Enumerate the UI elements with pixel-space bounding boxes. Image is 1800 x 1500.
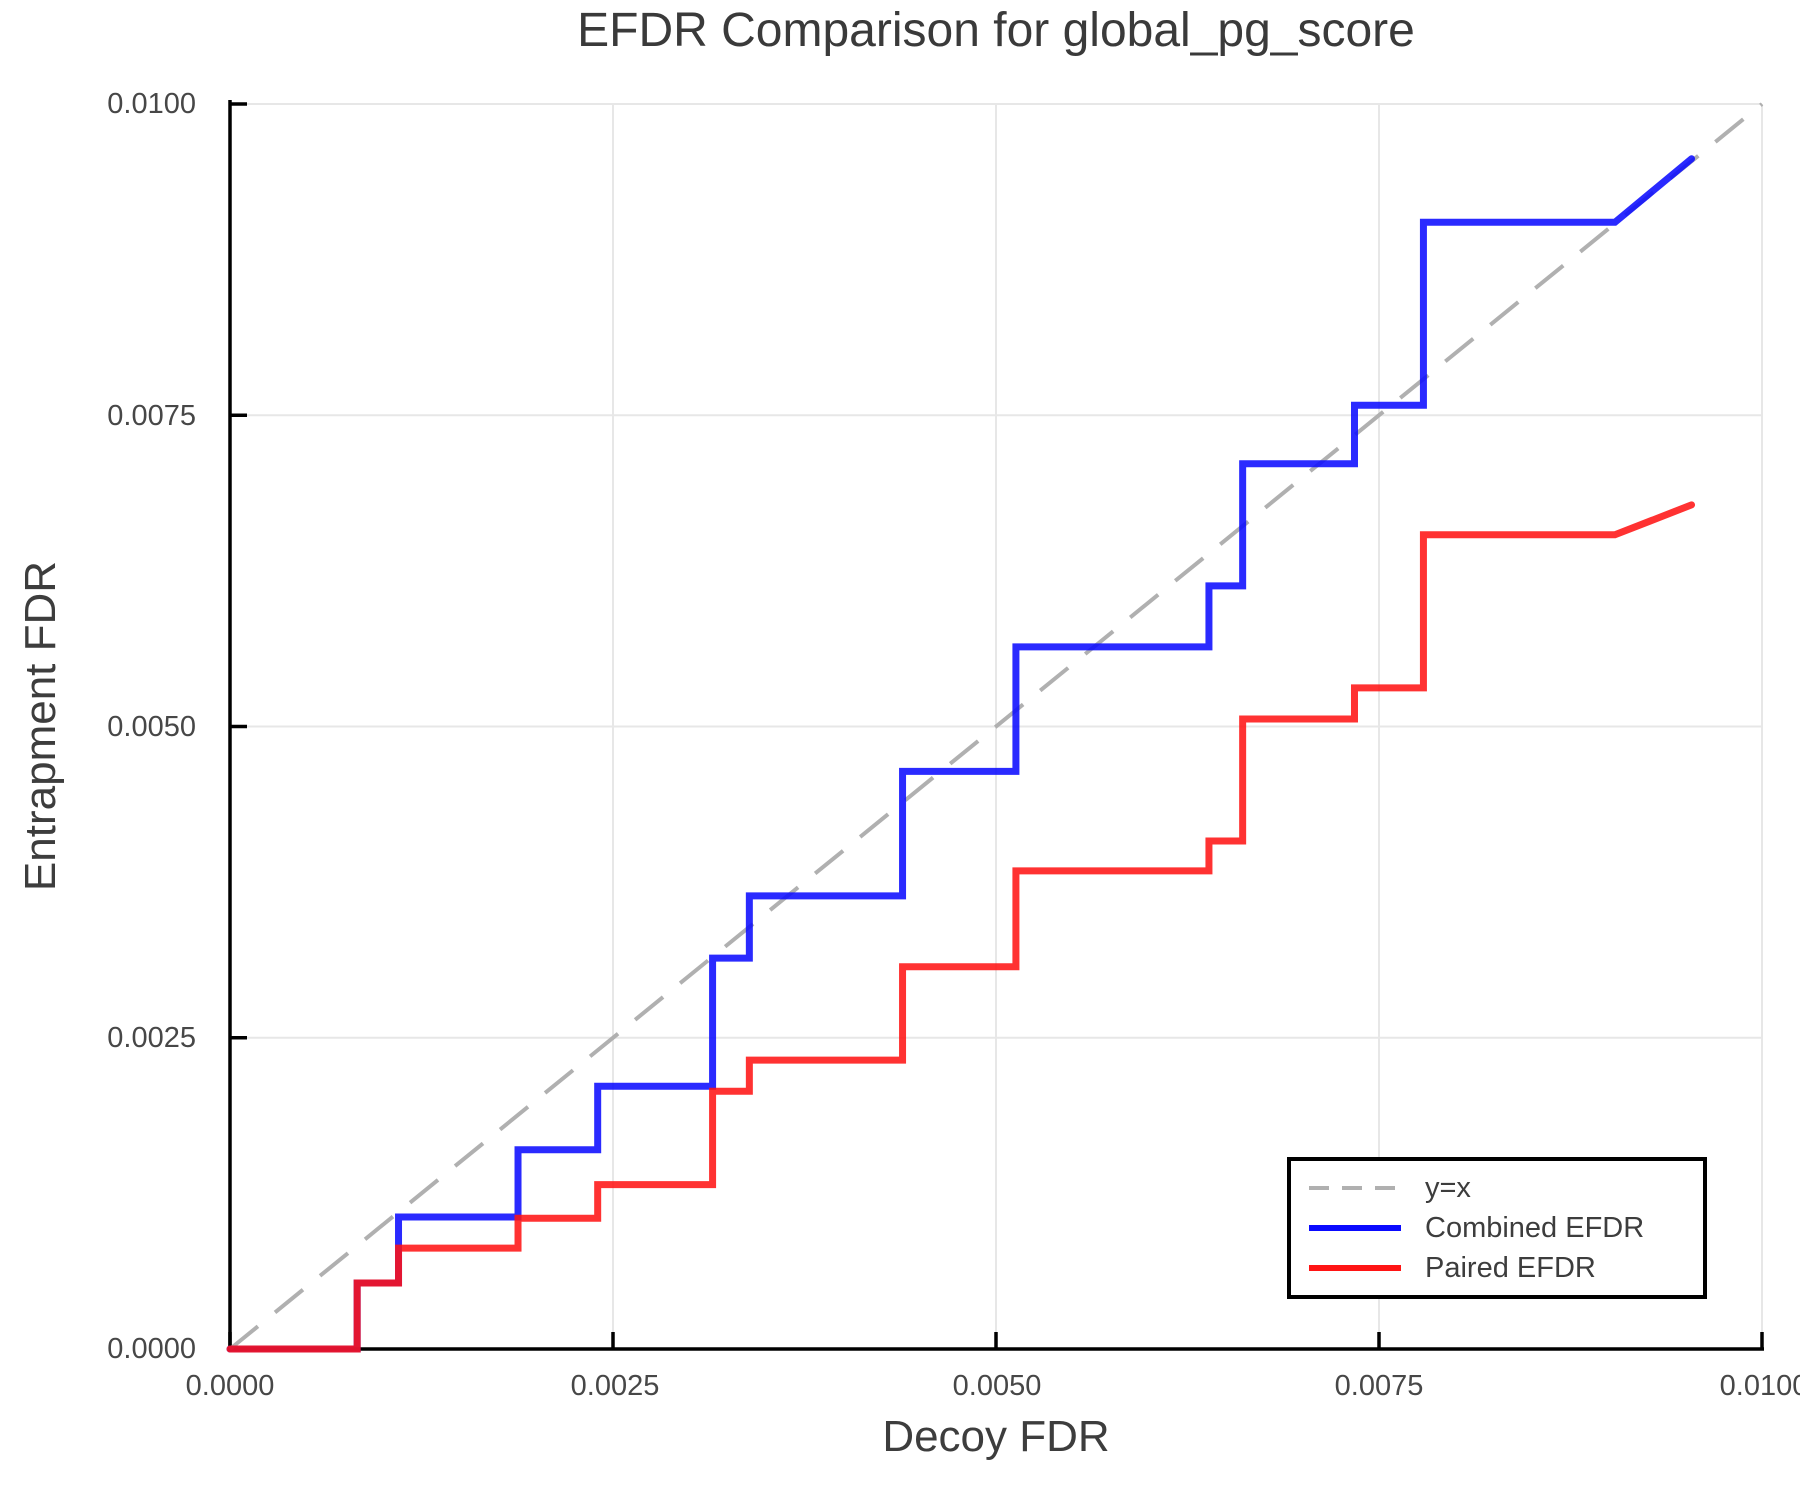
x-tick-label: 0.0025	[570, 1370, 660, 1402]
x-tick-label: 0.0050	[952, 1370, 1042, 1402]
y-tick-label: 0.0075	[107, 400, 196, 432]
x-axis-label: Decoy FDR	[882, 1412, 1110, 1461]
legend: y=x Combined EFDR Paired EFDR	[1287, 1157, 1707, 1299]
dashed-line-sample-icon	[1309, 1186, 1401, 1190]
x-tick-label: 0.0100	[1719, 1370, 1800, 1402]
series-line-paired-efdr	[226, 501, 1696, 1353]
y-tick-label: 0.0100	[107, 88, 196, 120]
chart-title: EFDR Comparison for global_pg_score	[577, 4, 1415, 57]
legend-label: y=x	[1425, 1171, 1471, 1204]
legend-label: Combined EFDR	[1425, 1211, 1645, 1244]
reference-line-y-equals-x	[228, 102, 1764, 1351]
series-line-combined-efdr	[226, 155, 1696, 1353]
x-tick-label: 0.0075	[1334, 1370, 1424, 1402]
y-tick-label: 0.0050	[107, 711, 196, 743]
red-line-sample-icon	[1309, 1265, 1401, 1271]
legend-label: Paired EFDR	[1425, 1251, 1596, 1284]
legend-item-combined-efdr: Combined EFDR	[1307, 1209, 1703, 1247]
y-tick-label: 0.0000	[107, 1333, 196, 1365]
legend-item-yx: y=x	[1307, 1169, 1703, 1207]
blue-line-sample-icon	[1309, 1225, 1401, 1231]
y-tick-label: 0.0025	[107, 1022, 196, 1054]
legend-item-paired-efdr: Paired EFDR	[1307, 1249, 1703, 1287]
x-tick-label: 0.0000	[185, 1370, 275, 1402]
